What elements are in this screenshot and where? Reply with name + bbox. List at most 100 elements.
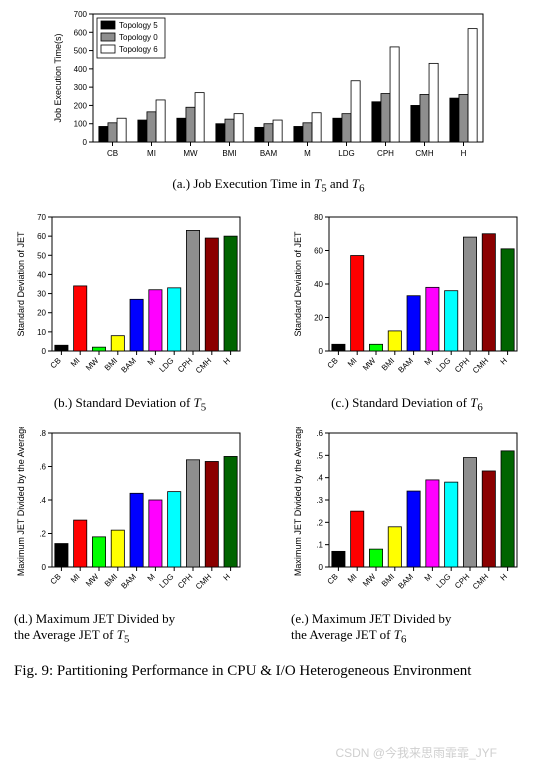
svg-text:M: M <box>146 572 157 583</box>
svg-text:CMH: CMH <box>471 355 490 374</box>
svg-text:.8: .8 <box>39 429 46 438</box>
caption-e-t: T <box>394 627 401 642</box>
svg-text:Job Execution Time(s): Job Execution Time(s) <box>53 33 63 122</box>
svg-text:40: 40 <box>37 270 46 279</box>
svg-text:.5: .5 <box>316 452 323 461</box>
svg-text:MW: MW <box>183 149 198 158</box>
svg-text:BMI: BMI <box>380 356 396 372</box>
svg-text:CMH: CMH <box>471 572 490 591</box>
svg-text:BAM: BAM <box>259 149 277 158</box>
svg-text:.6: .6 <box>39 463 46 472</box>
svg-text:LDG: LDG <box>158 572 176 590</box>
svg-text:CB: CB <box>326 356 340 370</box>
svg-text:BAM: BAM <box>119 572 138 591</box>
svg-text:H: H <box>499 355 510 366</box>
svg-text:BAM: BAM <box>396 572 415 591</box>
row-de: 0 .2 .4 .6 .8 Maximum JET Divided by the Aver… <box>14 427 523 607</box>
svg-text:Topology 0: Topology 0 <box>119 33 158 42</box>
caption-d-t: T <box>117 627 124 642</box>
svg-text:M: M <box>423 572 434 583</box>
caption-d-sub: 5 <box>124 634 129 646</box>
svg-text:Standard Deviation of JET: Standard Deviation of JET <box>16 231 26 337</box>
svg-text:80: 80 <box>314 213 323 222</box>
svg-text:Topology 6: Topology 6 <box>119 45 158 54</box>
caption-c-text: (c.) Standard Deviation of <box>331 395 470 410</box>
svg-text:MI: MI <box>147 149 156 158</box>
caption-row-de: (d.) Maximum JET Divided by the Average … <box>14 611 523 657</box>
svg-text:700: 700 <box>73 10 87 19</box>
svg-text:MI: MI <box>69 356 82 369</box>
caption-a-and: and <box>327 176 352 191</box>
svg-text:20: 20 <box>314 313 323 322</box>
svg-text:0: 0 <box>42 563 47 572</box>
caption-a-sub6: 6 <box>359 183 364 195</box>
caption-d: (d.) Maximum JET Divided by the Average … <box>14 611 246 647</box>
svg-text:H: H <box>222 355 233 366</box>
svg-text:BMI: BMI <box>103 356 119 372</box>
svg-text:20: 20 <box>37 308 46 317</box>
svg-text:600: 600 <box>73 28 87 37</box>
caption-row-bc: (b.) Standard Deviation of T5 (c.) Stand… <box>14 395 523 428</box>
svg-text:M: M <box>146 355 157 366</box>
caption-d-line2: the Average JET of <box>14 627 117 642</box>
svg-text:MI: MI <box>69 572 82 585</box>
caption-e-line2: the Average JET of <box>291 627 394 642</box>
svg-text:40: 40 <box>314 280 323 289</box>
svg-text:BAM: BAM <box>119 355 138 374</box>
svg-text:H: H <box>499 572 510 583</box>
svg-text:M: M <box>304 149 311 158</box>
svg-text:MW: MW <box>84 572 101 589</box>
svg-text:0: 0 <box>82 138 87 147</box>
svg-text:70: 70 <box>37 213 46 222</box>
svg-text:LDG: LDG <box>338 149 354 158</box>
svg-text:LDG: LDG <box>435 572 453 590</box>
svg-text:BMI: BMI <box>222 149 236 158</box>
caption-d-line1: (d.) Maximum JET Divided by <box>14 611 175 626</box>
svg-text:.2: .2 <box>316 519 323 528</box>
svg-text:H: H <box>222 572 233 583</box>
chart-d-maxjet-t5: 0 .2 .4 .6 .8 Maximum JET Divided by the Aver… <box>14 427 246 607</box>
svg-text:CPH: CPH <box>453 355 471 373</box>
svg-text:CPH: CPH <box>176 572 194 590</box>
svg-text:MW: MW <box>361 355 378 372</box>
svg-text:Topology 5: Topology 5 <box>119 21 158 30</box>
caption-b-text: (b.) Standard Deviation of <box>54 395 194 410</box>
svg-text:0: 0 <box>319 563 324 572</box>
chart-e-maxjet-t6: 0.1.2.3.4.5.6Maximum JET Divided by the … <box>291 427 523 607</box>
svg-text:CMH: CMH <box>415 149 433 158</box>
svg-text:CB: CB <box>49 572 63 586</box>
caption-b: (b.) Standard Deviation of T5 <box>14 395 246 414</box>
svg-text:.4: .4 <box>39 496 46 505</box>
svg-text:300: 300 <box>73 83 87 92</box>
svg-text:.6: .6 <box>316 429 323 438</box>
svg-text:60: 60 <box>37 232 46 241</box>
svg-text:MI: MI <box>346 356 359 369</box>
svg-text:CMH: CMH <box>194 355 213 374</box>
svg-text:.2: .2 <box>39 530 46 539</box>
svg-text:10: 10 <box>37 327 46 336</box>
caption-b-t: T <box>194 395 201 410</box>
watermark: CSDN @今我来思雨霏霏_JYF <box>335 744 497 761</box>
svg-text:CB: CB <box>326 572 340 586</box>
row-bc: 0 10 20 30 40 50 60 70 Standard Deviation of JET… <box>14 211 523 391</box>
svg-text:Standard Deviation of JET: Standard Deviation of JET <box>293 231 303 337</box>
svg-text:400: 400 <box>73 65 87 74</box>
svg-text:H: H <box>460 149 466 158</box>
chart-a-jet: 0100200300400500600700Job Execution Time… <box>49 8 489 168</box>
svg-text:100: 100 <box>73 120 87 129</box>
caption-c: (c.) Standard Deviation of T6 <box>291 395 523 414</box>
svg-text:MI: MI <box>346 572 359 585</box>
svg-text:MW: MW <box>84 355 101 372</box>
svg-text:.4: .4 <box>316 474 323 483</box>
svg-text:0: 0 <box>42 347 47 356</box>
chart-c-sd-t6: 020406080Standard Deviation of JETCBMIMW… <box>291 211 523 391</box>
svg-text:CB: CB <box>49 356 63 370</box>
svg-text:50: 50 <box>37 251 46 260</box>
svg-text:MW: MW <box>361 572 378 589</box>
svg-text:200: 200 <box>73 101 87 110</box>
svg-text:BAM: BAM <box>396 355 415 374</box>
caption-a-text: (a.) Job Execution Time in <box>172 176 314 191</box>
svg-text:M: M <box>423 355 434 366</box>
svg-text:30: 30 <box>37 289 46 298</box>
svg-text:Maximum JET Divided by the Ave: Maximum JET Divided by the Average <box>16 427 26 576</box>
